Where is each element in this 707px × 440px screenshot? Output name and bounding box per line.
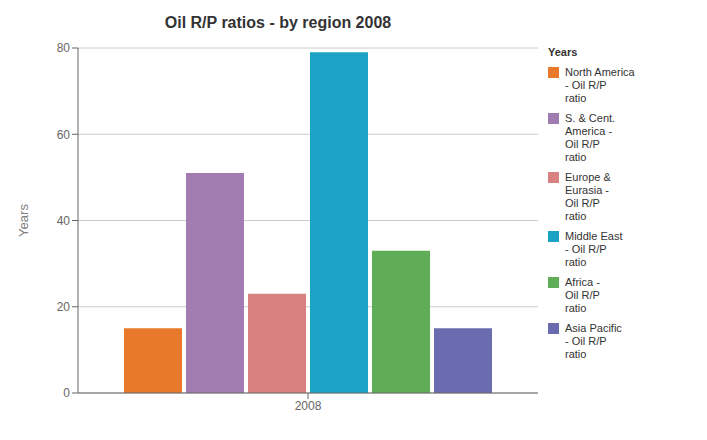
html-text:Asia Pacific: Asia Pacific (565, 322, 622, 334)
html-text:ratio: ratio (565, 92, 587, 104)
html-text:Oil R/P: Oil R/P (565, 289, 600, 301)
svg-text:2008: 2008 (295, 399, 322, 413)
html-text:North America: North America (565, 66, 635, 78)
html-text:America -: America - (565, 125, 613, 137)
html-text:Years: Years (548, 46, 578, 58)
html-text:ratio: ratio (565, 348, 587, 360)
svg-text:60: 60 (57, 128, 71, 142)
html-text:- Oil R/P: - Oil R/P (565, 243, 607, 255)
html-text:ratio: ratio (565, 151, 587, 163)
svg-text:80: 80 (57, 41, 71, 55)
html-text:ratio: ratio (565, 210, 587, 222)
html-text:Europe &: Europe & (565, 171, 611, 183)
html-text:- Oil R/P: - Oil R/P (565, 79, 607, 91)
html-text:Oil R/P: Oil R/P (565, 138, 600, 150)
svg-text:0: 0 (63, 386, 70, 400)
html-text:Africa -: Africa - (565, 276, 600, 288)
svg-text:Years: Years (16, 204, 31, 237)
html-text:Eurasia -: Eurasia - (565, 184, 609, 196)
html-text:ratio: ratio (565, 302, 587, 314)
html-text:Oil R/P ratios - by region 200: Oil R/P ratios - by region 2008 (164, 14, 392, 31)
html-text:Oil R/P: Oil R/P (565, 197, 600, 209)
html-text:ratio: ratio (565, 256, 587, 268)
html-text:Middle East: Middle East (565, 230, 623, 242)
html-text:- Oil R/P: - Oil R/P (565, 335, 607, 347)
svg-text:20: 20 (57, 300, 71, 314)
html-text:S. & Cent.: S. & Cent. (565, 112, 616, 124)
svg-text:40: 40 (57, 214, 71, 228)
